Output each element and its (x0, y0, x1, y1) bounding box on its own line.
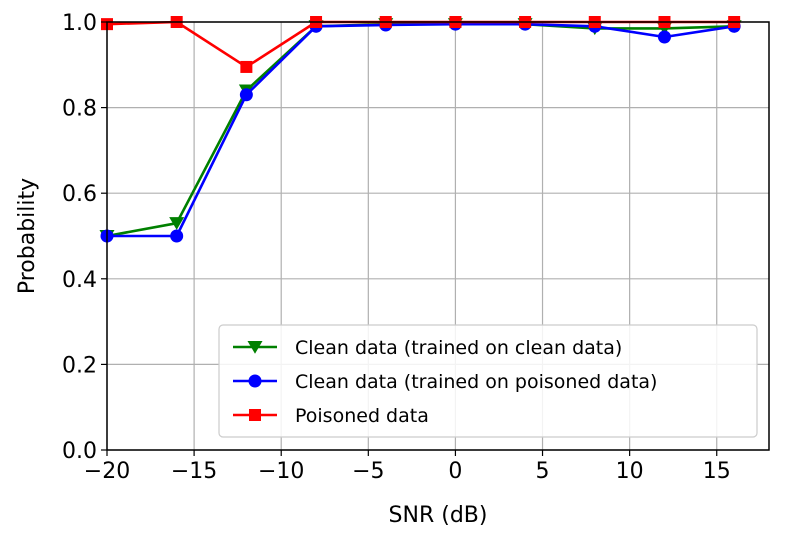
legend: Clean data (trained on clean data) Clean … (218, 324, 758, 438)
legend-marker (249, 409, 261, 421)
legend-box (218, 324, 758, 438)
y-tick-label: 1.0 (62, 11, 97, 36)
legend-label: Clean data (trained on clean data) (295, 337, 622, 359)
legend-entry: Clean data (trained on poisoned data) (233, 371, 657, 393)
y-tick-label: 0.2 (62, 353, 97, 378)
axis-ticks: −20 −15 −10 −5 0 5 10 15 0.0 0.2 0.4 0.6 0.8 1.0 (62, 11, 731, 484)
x-tick-label: −10 (258, 459, 304, 484)
legend-label: Poisoned data (295, 405, 429, 427)
y-axis-label: Probability (15, 178, 40, 294)
data-point (239, 88, 253, 102)
y-tick-label: 0.6 (62, 182, 97, 207)
x-axis-label: SNR (dB) (389, 503, 488, 528)
series-line (107, 22, 735, 238)
series-1 (99, 18, 742, 243)
x-tick-label: 5 (536, 459, 550, 484)
data-point (169, 217, 185, 230)
y-tick-label: 0.8 (62, 97, 97, 122)
x-tick-label: −15 (171, 459, 217, 484)
data-point (170, 229, 184, 243)
legend-entry: Poisoned data (233, 405, 429, 427)
x-tick-label: 10 (616, 459, 644, 484)
y-tick-label: 0.4 (62, 268, 97, 293)
legend-marker (248, 374, 262, 388)
y-tick-label: 0.0 (62, 439, 97, 464)
x-tick-label: 15 (703, 459, 731, 484)
x-tick-label: −20 (84, 459, 130, 484)
series-line (106, 22, 735, 238)
x-tick-label: −5 (352, 459, 384, 484)
legend-entry: Clean data (trained on clean data) (233, 337, 622, 359)
legend-label: Clean data (trained on poisoned data) (295, 371, 657, 393)
series-2 (100, 17, 741, 243)
data-point (240, 60, 253, 73)
series-layer (99, 16, 742, 243)
x-tick-label: 0 (448, 459, 462, 484)
legend-marker (247, 341, 263, 354)
plot-frame (106, 21, 770, 451)
data-point (657, 30, 671, 44)
